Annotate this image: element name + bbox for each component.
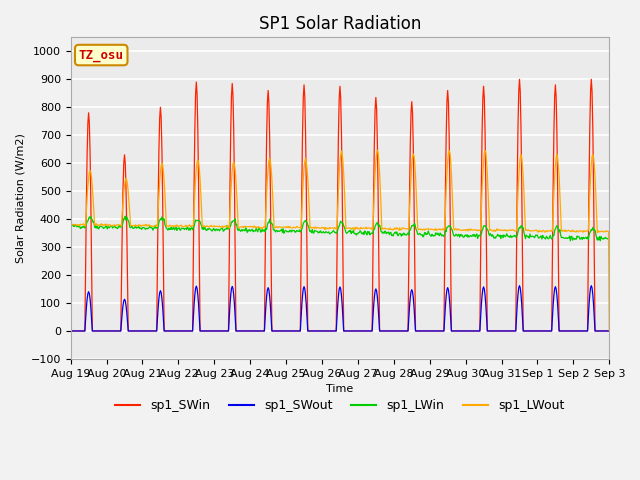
sp1_LWin bbox=[438, 233, 445, 239]
Line: sp1_SWout: sp1_SWout bbox=[70, 286, 609, 331]
sp1_LWout bbox=[374, 147, 381, 153]
Legend: sp1_SWin, sp1_SWout, sp1_LWin, sp1_LWout: sp1_SWin, sp1_SWout, sp1_LWin, sp1_LWout bbox=[111, 394, 570, 417]
sp1_LWin bbox=[209, 227, 216, 233]
sp1_LWin bbox=[332, 230, 340, 236]
sp1_LWin bbox=[385, 229, 392, 235]
sp1_LWout bbox=[332, 226, 339, 231]
sp1_LWin bbox=[557, 232, 564, 238]
sp1_SWin bbox=[605, 328, 613, 334]
sp1_SWout bbox=[437, 328, 445, 334]
sp1_SWin bbox=[437, 328, 445, 334]
sp1_SWin bbox=[384, 328, 392, 334]
sp1_LWin bbox=[122, 213, 129, 219]
sp1_LWin bbox=[67, 223, 74, 228]
Y-axis label: Solar Radiation (W/m2): Solar Radiation (W/m2) bbox=[15, 133, 25, 263]
sp1_SWout bbox=[516, 283, 524, 288]
sp1_LWout bbox=[67, 223, 74, 228]
sp1_LWout bbox=[557, 209, 564, 215]
Line: sp1_LWin: sp1_LWin bbox=[70, 216, 609, 241]
sp1_LWout bbox=[185, 223, 193, 228]
Line: sp1_SWin: sp1_SWin bbox=[70, 79, 609, 331]
sp1_SWout bbox=[332, 328, 339, 334]
sp1_LWout bbox=[385, 227, 392, 232]
sp1_SWout bbox=[185, 328, 193, 334]
sp1_SWout bbox=[605, 328, 613, 334]
sp1_SWin bbox=[557, 328, 564, 334]
sp1_SWin bbox=[208, 328, 216, 334]
Title: SP1 Solar Radiation: SP1 Solar Radiation bbox=[259, 15, 421, 33]
sp1_SWout bbox=[208, 328, 216, 334]
sp1_LWout bbox=[605, 327, 613, 333]
sp1_LWin bbox=[605, 236, 613, 241]
sp1_SWin bbox=[67, 328, 74, 334]
sp1_SWout bbox=[557, 328, 564, 334]
sp1_LWin bbox=[596, 238, 604, 244]
sp1_SWin bbox=[332, 328, 339, 334]
X-axis label: Time: Time bbox=[326, 384, 353, 394]
sp1_SWout bbox=[67, 328, 74, 334]
sp1_LWout bbox=[438, 227, 445, 232]
sp1_LWout bbox=[208, 224, 216, 229]
sp1_LWin bbox=[186, 225, 193, 231]
Text: TZ_osu: TZ_osu bbox=[79, 48, 124, 61]
sp1_SWin bbox=[516, 76, 524, 82]
Line: sp1_LWout: sp1_LWout bbox=[70, 150, 609, 330]
sp1_SWout bbox=[384, 328, 392, 334]
sp1_SWin bbox=[185, 328, 193, 334]
